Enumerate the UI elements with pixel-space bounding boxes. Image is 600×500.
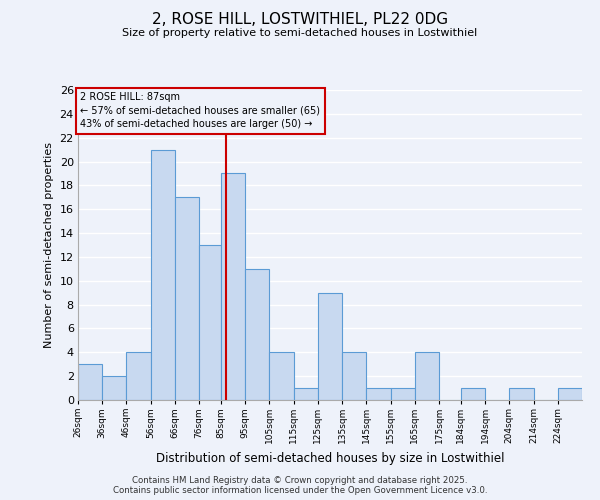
Bar xyxy=(293,388,318,400)
Bar xyxy=(461,388,485,400)
Bar xyxy=(127,352,151,400)
Bar xyxy=(558,388,582,400)
Text: 2, ROSE HILL, LOSTWITHIEL, PL22 0DG: 2, ROSE HILL, LOSTWITHIEL, PL22 0DG xyxy=(152,12,448,28)
Bar xyxy=(269,352,293,400)
Bar xyxy=(318,292,342,400)
Bar xyxy=(391,388,415,400)
Y-axis label: Number of semi-detached properties: Number of semi-detached properties xyxy=(44,142,54,348)
Bar xyxy=(367,388,391,400)
Bar xyxy=(151,150,175,400)
Text: Size of property relative to semi-detached houses in Lostwithiel: Size of property relative to semi-detach… xyxy=(122,28,478,38)
Bar xyxy=(342,352,367,400)
Bar xyxy=(102,376,127,400)
Bar xyxy=(245,269,269,400)
X-axis label: Distribution of semi-detached houses by size in Lostwithiel: Distribution of semi-detached houses by … xyxy=(156,452,504,464)
Bar xyxy=(415,352,439,400)
Bar xyxy=(175,198,199,400)
Bar xyxy=(199,245,221,400)
Text: Contains HM Land Registry data © Crown copyright and database right 2025.
Contai: Contains HM Land Registry data © Crown c… xyxy=(113,476,487,495)
Bar xyxy=(221,174,245,400)
Text: 2 ROSE HILL: 87sqm
← 57% of semi-detached houses are smaller (65)
43% of semi-de: 2 ROSE HILL: 87sqm ← 57% of semi-detache… xyxy=(80,92,320,129)
Bar xyxy=(509,388,533,400)
Bar xyxy=(78,364,102,400)
